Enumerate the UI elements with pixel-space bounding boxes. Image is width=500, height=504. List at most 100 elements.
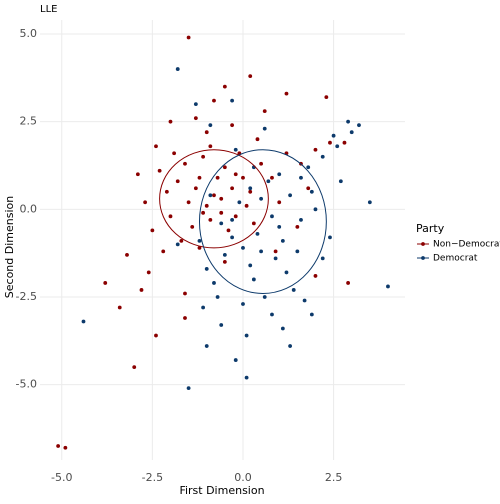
point	[270, 214, 274, 219]
y-tick-label: 0.0	[20, 202, 38, 215]
point	[248, 189, 253, 194]
point	[233, 147, 238, 152]
point	[233, 172, 238, 177]
point	[270, 312, 274, 317]
point	[248, 263, 253, 268]
point	[346, 119, 350, 124]
point	[233, 214, 238, 219]
point	[230, 217, 235, 222]
point	[219, 210, 224, 215]
point	[338, 179, 343, 184]
point	[183, 291, 187, 296]
point	[262, 295, 267, 299]
point	[215, 175, 220, 180]
point	[219, 221, 224, 226]
point	[208, 123, 213, 128]
point	[309, 312, 314, 317]
point	[212, 193, 216, 198]
point	[259, 249, 264, 254]
legend-label: Democrat	[433, 254, 478, 264]
x-tick-label: -5.0	[51, 471, 72, 484]
point	[262, 109, 267, 114]
point	[328, 140, 332, 145]
point	[135, 172, 140, 177]
point	[331, 133, 336, 138]
point	[222, 84, 227, 89]
point	[284, 270, 289, 275]
y-tick-label: 2.5	[20, 115, 38, 128]
point	[125, 253, 129, 257]
point	[230, 123, 235, 128]
point	[186, 200, 191, 205]
point	[295, 249, 300, 254]
point	[280, 326, 285, 331]
point	[139, 288, 144, 292]
point	[222, 253, 227, 257]
point	[328, 235, 332, 240]
point	[280, 238, 285, 243]
point	[349, 130, 354, 135]
point	[154, 333, 158, 338]
point	[241, 302, 245, 306]
point	[299, 175, 303, 180]
x-axis-label: First Dimension	[179, 484, 264, 497]
point	[313, 274, 318, 278]
point	[259, 161, 264, 166]
confidence-ellipse	[159, 149, 269, 249]
point	[277, 224, 282, 229]
point	[262, 126, 267, 131]
chart-title: LLE	[40, 4, 57, 15]
point	[309, 189, 314, 194]
point	[146, 270, 151, 275]
point	[172, 151, 177, 156]
point	[324, 95, 329, 100]
point	[230, 98, 235, 103]
legend-marker	[421, 242, 425, 246]
y-tick-label: -2.5	[16, 290, 37, 303]
point	[259, 196, 264, 201]
point	[342, 140, 347, 145]
point	[201, 210, 206, 215]
point	[295, 224, 300, 229]
point	[233, 358, 238, 362]
point	[204, 267, 209, 271]
point	[288, 344, 292, 348]
point	[273, 249, 278, 254]
y-axis-label: Second Dimension	[3, 196, 16, 298]
point	[168, 119, 173, 124]
point	[154, 144, 158, 149]
point	[208, 144, 213, 149]
point	[299, 217, 303, 222]
point	[204, 130, 209, 135]
point	[208, 217, 213, 222]
point	[273, 256, 278, 261]
point	[335, 144, 340, 149]
point	[183, 316, 187, 320]
x-tick-label: -2.5	[142, 471, 163, 484]
point	[103, 281, 108, 285]
point	[63, 445, 68, 450]
point	[183, 161, 187, 166]
point	[186, 35, 191, 40]
point	[222, 165, 227, 170]
point	[190, 224, 195, 229]
point	[255, 231, 260, 236]
point	[237, 200, 242, 205]
point	[212, 281, 216, 285]
point	[302, 298, 307, 303]
point	[175, 67, 180, 71]
point	[197, 238, 202, 243]
point	[320, 256, 325, 261]
point	[215, 295, 220, 299]
confidence-ellipse	[198, 149, 327, 294]
point	[367, 200, 372, 205]
point	[208, 193, 213, 198]
point	[255, 137, 260, 142]
point	[175, 242, 180, 247]
point	[132, 365, 137, 369]
point	[193, 116, 198, 121]
point	[197, 175, 202, 180]
point	[248, 74, 253, 78]
point	[306, 186, 311, 191]
point	[248, 186, 253, 191]
